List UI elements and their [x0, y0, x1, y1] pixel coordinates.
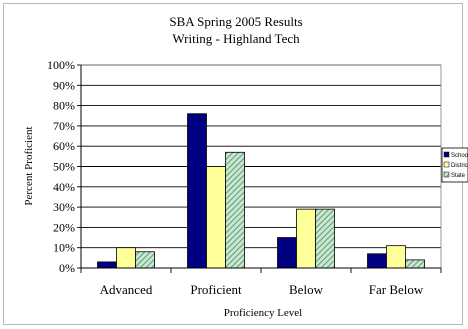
bar-district-advanced: [116, 247, 136, 269]
y-tick-label: 50%: [53, 160, 75, 174]
bar-school-far-below: [367, 253, 387, 269]
category-label: Far Below: [369, 282, 424, 297]
y-tick-label: 40%: [53, 180, 75, 194]
axes: [80, 64, 442, 273]
legend-entry: District: [451, 163, 468, 169]
y-tick-label: 60%: [53, 139, 75, 153]
chart-subtitle: Writing - Highland Tech: [172, 31, 300, 46]
legend-entry: State: [451, 173, 466, 179]
chart-title: SBA Spring 2005 Results: [169, 14, 302, 29]
y-tick-label: 100%: [47, 58, 75, 72]
y-tick-label: 10%: [53, 241, 75, 255]
bar-state-proficient: [225, 151, 245, 269]
legend-swatch: [443, 161, 450, 168]
bar-district-proficient: [206, 166, 226, 269]
category-label: Proficient: [190, 282, 242, 297]
bar-state-advanced: [135, 251, 155, 269]
bar-state-below: [315, 208, 335, 269]
bar-district-far-below: [386, 245, 406, 269]
y-axis-label: Percent Proficient: [23, 126, 35, 205]
legend-swatch: [443, 171, 450, 178]
y-tick-labels: 0% 10% 20% 30% 40% 50% 60% 70% 80% 90% 100%: [47, 58, 75, 275]
bar-state-far-below: [405, 259, 425, 269]
category-label: Advanced: [100, 282, 153, 297]
y-tick-label: 70%: [53, 119, 75, 133]
category-label: Below: [289, 282, 324, 297]
y-tick-label: 90%: [53, 78, 75, 92]
category-labels: Advanced Proficient Below Far Below: [100, 282, 424, 297]
legend-swatch: [443, 151, 450, 158]
y-tick-label: 20%: [53, 220, 75, 234]
bar-school-advanced: [97, 261, 117, 269]
legend: School District State: [441, 147, 468, 183]
bar-school-proficient: [187, 113, 207, 269]
y-tick-label: 80%: [53, 99, 75, 113]
bar-district-below: [296, 208, 316, 269]
legend-entry: School: [451, 153, 468, 159]
y-tick-label: 0%: [59, 261, 75, 275]
bars: [97, 113, 425, 269]
y-tick-label: 30%: [53, 200, 75, 214]
gridlines: [77, 64, 441, 269]
x-axis-label: Proficiency Level: [224, 307, 303, 319]
bar-school-below: [277, 237, 297, 269]
